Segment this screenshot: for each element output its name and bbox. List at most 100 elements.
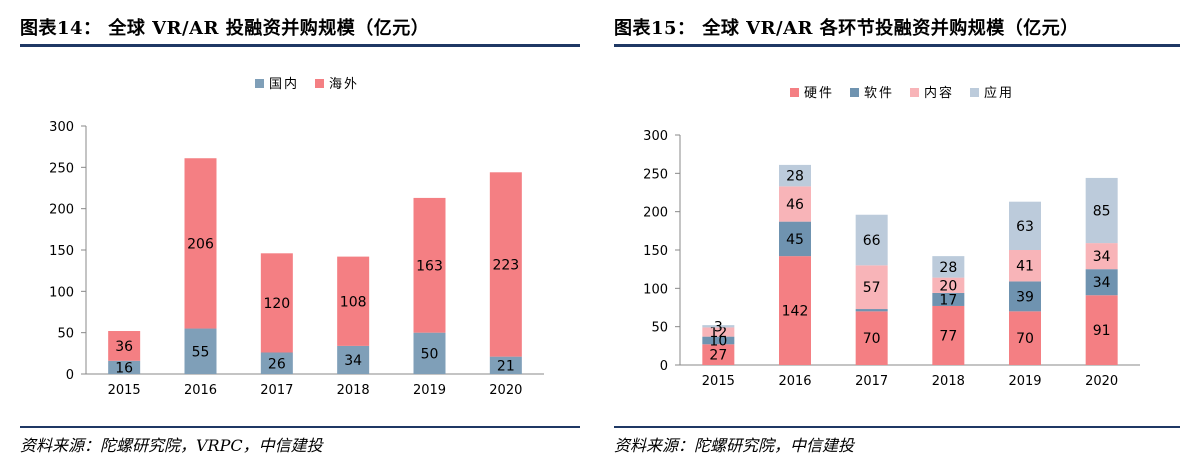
data-label: 28 <box>939 260 957 276</box>
y-tick-label: 100 <box>49 285 74 300</box>
legend-swatch <box>255 79 264 88</box>
bar-segment <box>932 292 965 306</box>
bar-segment <box>184 158 217 329</box>
data-label: 34 <box>1093 275 1111 291</box>
chart-title: 图表15： 全球 VR/AR 各环节投融资并购规模（亿元） <box>614 18 1079 39</box>
data-label: 12 <box>709 325 727 341</box>
source-rule <box>614 426 1180 428</box>
x-tick-label: 2018 <box>337 383 370 398</box>
x-tick-label: 2017 <box>260 383 293 398</box>
bar-segment <box>184 328 217 374</box>
bar-segment <box>260 352 293 374</box>
title-rule <box>614 44 1180 47</box>
legend-swatch <box>910 88 919 97</box>
title-rule <box>20 44 580 47</box>
source-note: 资料来源：陀螺研究院，中信建投 <box>614 436 855 455</box>
data-label: 39 <box>1016 289 1034 305</box>
x-tick-label: 2015 <box>108 383 141 398</box>
y-tick-label: 0 <box>66 368 74 383</box>
y-tick-label: 300 <box>49 120 74 135</box>
y-tick-label: 200 <box>49 203 74 218</box>
bar-segment <box>855 309 888 312</box>
data-label: 55 <box>192 344 210 360</box>
y-tick-label: 50 <box>651 321 668 336</box>
bar-segment <box>779 164 811 187</box>
legend-label: 海外 <box>329 77 359 92</box>
data-label: 27 <box>709 348 727 364</box>
bar-segment <box>855 214 888 266</box>
y-tick-label: 200 <box>643 206 668 221</box>
legend-label: 硬件 <box>804 86 834 101</box>
y-tick-label: 250 <box>643 167 668 182</box>
bar-segment <box>932 256 965 278</box>
y-tick-label: 150 <box>49 244 74 259</box>
data-label: 3 <box>714 319 723 335</box>
bar-segment <box>779 221 811 257</box>
data-label: 142 <box>782 304 809 320</box>
data-label: 17 <box>939 292 957 308</box>
bar-segment <box>702 325 735 328</box>
data-label: 223 <box>492 257 519 273</box>
bar-segment <box>108 331 141 361</box>
y-tick-label: 250 <box>49 161 74 176</box>
data-label: 85 <box>1093 204 1111 220</box>
x-tick-label: 2018 <box>932 374 965 389</box>
bar-segment <box>855 311 888 365</box>
bar-segment <box>337 256 370 346</box>
data-label: 66 <box>863 233 881 249</box>
data-label: 77 <box>939 328 957 344</box>
data-label: 120 <box>263 296 290 312</box>
chart-title: 图表14： 全球 VR/AR 投融资并购规模（亿元） <box>20 18 430 39</box>
legend-swatch <box>315 79 324 88</box>
bar-segment <box>108 360 141 374</box>
legend-swatch <box>970 88 979 97</box>
data-label: 41 <box>1016 259 1034 275</box>
data-label: 20 <box>939 278 957 294</box>
data-label: 108 <box>340 294 367 310</box>
bar-segment <box>932 277 965 293</box>
bar-segment <box>413 197 446 333</box>
x-tick-label: 2020 <box>489 383 522 398</box>
y-tick-label: 150 <box>643 244 668 259</box>
bar-segment <box>1085 269 1118 296</box>
data-label: 63 <box>1016 219 1034 235</box>
data-label: 91 <box>1093 323 1111 339</box>
data-label: 10 <box>709 333 727 349</box>
legend-label: 内容 <box>924 85 954 101</box>
bar-segment <box>489 356 522 374</box>
bar-segment <box>337 345 370 374</box>
x-tick-label: 2019 <box>413 383 446 398</box>
bar-segment <box>260 253 293 353</box>
x-tick-label: 2015 <box>702 374 735 389</box>
bar-segment <box>489 172 522 357</box>
source-rule <box>20 426 580 428</box>
data-label: 21 <box>497 358 515 374</box>
bar-segment <box>702 336 735 345</box>
bar-segment <box>1009 311 1041 365</box>
bar-segment <box>779 186 811 222</box>
chart-panel-right: 图表15： 全球 VR/AR 各环节投融资并购规模（亿元） 0 50 100 150 2… <box>614 0 1180 468</box>
source-note: 资料来源：陀螺研究院，VRPC，中信建投 <box>20 436 323 455</box>
bar-segment <box>1009 281 1041 312</box>
data-label: 36 <box>115 339 133 355</box>
x-tick-label: 2020 <box>1085 374 1118 389</box>
data-label: 34 <box>344 353 362 369</box>
data-label: 28 <box>786 169 804 185</box>
data-label: 26 <box>268 356 286 372</box>
bar-segment <box>1085 243 1118 270</box>
y-tick-label: 50 <box>57 327 74 342</box>
bar-segment <box>1009 201 1041 250</box>
bar-chart-left: 0 50 100 150 200 250 300 16 36 2015 55 206 2016 26 120… <box>49 76 544 398</box>
bar-segment <box>702 327 735 337</box>
bar-segment <box>1085 295 1118 365</box>
data-label: 206 <box>187 236 214 252</box>
legend-label: 国内 <box>269 76 299 92</box>
bar-segment <box>702 344 735 365</box>
data-label: 34 <box>1093 249 1111 265</box>
legend-label: 应用 <box>984 85 1014 101</box>
legend-swatch <box>850 88 859 97</box>
x-tick-label: 2016 <box>184 383 217 398</box>
data-label: 45 <box>786 232 804 248</box>
bar-segment <box>413 332 446 374</box>
